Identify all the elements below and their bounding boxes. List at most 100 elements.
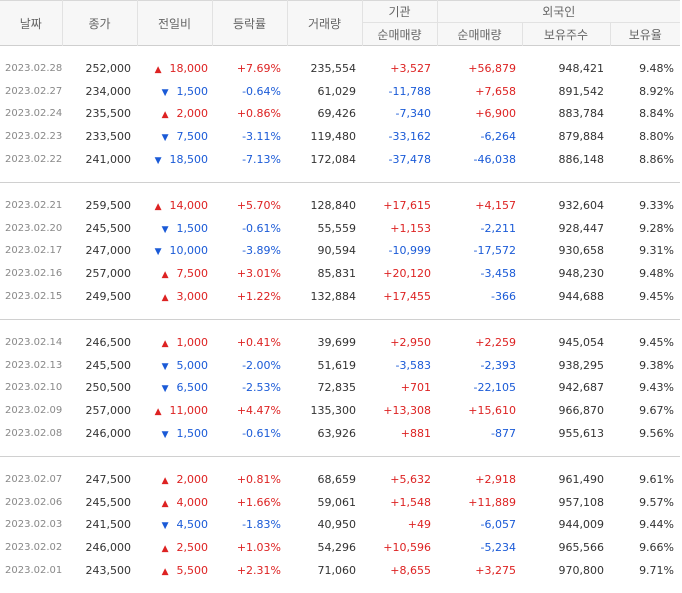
rate-cell: +3.01% [236, 267, 281, 281]
change-cell: ▼ 1,500 [137, 422, 212, 445]
table-row: 2023.02.28 252,000 ▲ 18,000 +7.69% 235,554 +3,… [0, 57, 680, 80]
arrow-down-icon: ▼ [161, 521, 169, 532]
volume-cell: 90,594 [317, 244, 357, 258]
close-cell: 247,000 [85, 244, 132, 258]
change-cell: ▼ 1,500 [137, 217, 212, 240]
foreign-ratio-cell: 9.61% [639, 472, 675, 486]
arrow-up-icon: ▲ [161, 544, 169, 555]
date-cell: 2023.02.15 [5, 291, 63, 303]
foreign-ratio-cell: 9.66% [639, 541, 675, 555]
date-cell: 2023.02.09 [5, 405, 63, 417]
inst-net-cell: +3,527 [390, 61, 431, 75]
change-value: 18,000 [169, 61, 209, 75]
table-row: 2023.02.15 249,500 ▲ 3,000 +1.22% 132,884 +17,… [0, 285, 680, 308]
rate-cell: -3.89% [242, 244, 281, 258]
rate-cell: +5.70% [236, 198, 281, 212]
group-spacer [0, 582, 680, 593]
foreign-ratio-cell: 9.48% [639, 267, 675, 281]
arrow-up-icon: ▲ [161, 293, 169, 304]
arrow-up-icon: ▲ [161, 110, 169, 121]
foreign-hold-cell: 945,054 [558, 335, 605, 349]
change-value: 4,500 [176, 518, 209, 532]
volume-cell: 128,840 [310, 198, 357, 212]
change-value: 11,000 [169, 404, 209, 418]
rate-cell: -2.00% [242, 358, 281, 372]
foreign-net-cell: +3,275 [475, 564, 516, 578]
close-cell: 246,000 [85, 427, 132, 441]
change-cell: ▲ 5,500 [137, 559, 212, 582]
foreign-ratio-cell: 8.86% [639, 153, 675, 167]
header-rate: 등락률 [212, 0, 288, 46]
change-cell: ▲ 11,000 [137, 399, 212, 422]
foreign-net-cell: +15,610 [468, 404, 516, 418]
inst-net-cell: -11,788 [388, 84, 431, 98]
date-cell: 2023.02.06 [5, 496, 63, 508]
foreign-net-cell: +4,157 [475, 198, 516, 212]
change-cell: ▲ 14,000 [137, 194, 212, 217]
foreign-net-cell: +6,900 [475, 107, 516, 121]
date-cell: 2023.02.20 [5, 222, 63, 234]
foreign-net-cell: -366 [491, 290, 516, 304]
inst-net-cell: +17,615 [383, 198, 431, 212]
group-spacer [0, 445, 680, 457]
inst-net-cell: -37,478 [388, 153, 431, 167]
volume-cell: 55,559 [317, 221, 357, 235]
volume-cell: 71,060 [317, 564, 357, 578]
header-foreign-net: 순매매량 [437, 22, 523, 46]
foreign-hold-cell: 930,658 [558, 244, 605, 258]
table-row: 2023.02.02 246,000 ▲ 2,500 +1.03% 54,296 +10,5… [0, 536, 680, 559]
group-spacer [0, 171, 680, 183]
change-cell: ▼ 1,500 [137, 80, 212, 103]
inst-net-cell: +8,655 [390, 564, 431, 578]
foreign-net-cell: +2,259 [475, 335, 516, 349]
foreign-hold-cell: 957,108 [558, 495, 605, 509]
arrow-down-icon: ▼ [161, 224, 169, 235]
header-foreign-hold: 보유주수 [522, 22, 611, 46]
inst-net-cell: -10,999 [388, 244, 431, 258]
change-cell: ▲ 2,500 [137, 536, 212, 559]
date-cell: 2023.02.13 [5, 359, 63, 371]
volume-cell: 132,884 [310, 290, 357, 304]
table-row: 2023.02.23 233,500 ▼ 7,500 -3.11% 119,480 -33,… [0, 125, 680, 148]
foreign-hold-cell: 970,800 [558, 564, 605, 578]
change-cell: ▲ 3,000 [137, 285, 212, 308]
volume-cell: 68,659 [317, 472, 357, 486]
close-cell: 235,500 [85, 107, 132, 121]
header-foreign: 외국인 [437, 0, 681, 23]
inst-net-cell: -3,583 [395, 358, 431, 372]
foreign-ratio-cell: 9.71% [639, 564, 675, 578]
foreign-hold-cell: 948,421 [558, 61, 605, 75]
inst-net-cell: +13,308 [383, 404, 431, 418]
rate-cell: +1.22% [236, 290, 281, 304]
date-cell: 2023.02.07 [5, 473, 63, 485]
arrow-down-icon: ▼ [154, 247, 162, 258]
change-value: 3,000 [176, 290, 209, 304]
foreign-hold-cell: 942,687 [558, 381, 605, 395]
foreign-net-cell: -22,105 [473, 381, 516, 395]
foreign-hold-cell: 938,295 [558, 358, 605, 372]
arrow-down-icon: ▼ [161, 361, 169, 372]
date-cell: 2023.02.01 [5, 565, 63, 577]
table-row: 2023.02.08 246,000 ▼ 1,500 -0.61% 63,926 +881 -… [0, 422, 680, 445]
table-row: 2023.02.17 247,000 ▼ 10,000 -3.89% 90,594 -10,… [0, 240, 680, 263]
change-cell: ▼ 6,500 [137, 377, 212, 400]
change-value: 1,500 [176, 221, 209, 235]
inst-net-cell: +701 [400, 381, 431, 395]
close-cell: 257,000 [85, 267, 132, 281]
change-cell: ▲ 1,000 [137, 331, 212, 354]
foreign-ratio-cell: 9.45% [639, 335, 675, 349]
inst-net-cell: +881 [400, 427, 431, 441]
table-row: 2023.02.20 245,500 ▼ 1,500 -0.61% 55,559 +1,15… [0, 217, 680, 240]
date-cell: 2023.02.22 [5, 154, 63, 166]
date-cell: 2023.02.08 [5, 428, 63, 440]
rate-cell: +1.03% [236, 541, 281, 555]
table-row: 2023.02.07 247,500 ▲ 2,000 +0.81% 68,659 +5,63… [0, 468, 680, 491]
close-cell: 245,500 [85, 495, 132, 509]
date-cell: 2023.02.16 [5, 268, 63, 280]
arrow-up-icon: ▲ [161, 475, 169, 486]
foreign-net-cell: +11,889 [468, 495, 516, 509]
header-row: 날짜 종가 전일비 등락률 거래량 기관 외국인 [0, 0, 681, 46]
foreign-net-cell: +2,918 [475, 472, 516, 486]
header-institution: 기관 [362, 0, 438, 23]
close-cell: 241,000 [85, 153, 132, 167]
